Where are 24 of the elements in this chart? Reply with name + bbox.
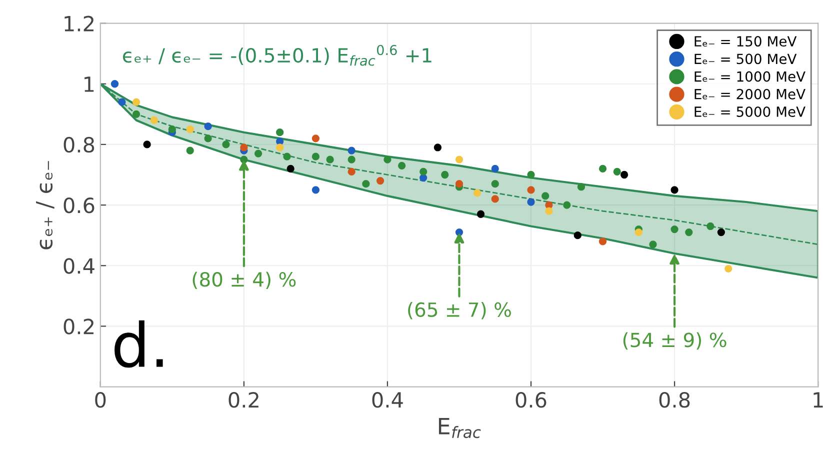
annotation: d. — [114, 320, 163, 368]
x-axis-title: E$_{frac}$ — [438, 418, 481, 438]
annotation: (54 ± 9) % — [623, 332, 726, 350]
y-tick-label: 1 — [84, 76, 94, 92]
x-tick-label: 0.8 — [659, 392, 690, 408]
x-tick-label: 0.4 — [372, 392, 403, 408]
legend-label: Eₑ₋ = 2000 MeV — [694, 88, 806, 100]
legend-label: Eₑ₋ = 1000 MeV — [694, 71, 806, 82]
legend-label: Eₑ₋ = 500 MeV — [694, 54, 797, 64]
legend-label: Eₑ₋ = 150 MeV — [694, 36, 797, 47]
legend-label: Eₑ₋ = 5000 MeV — [694, 106, 806, 117]
y-tick-label: 0.2 — [64, 318, 94, 334]
y-axis-title: ϵₑ₊ / ϵₑ₋ — [36, 161, 54, 250]
annotation: (65 ± 7) % — [408, 302, 511, 320]
y-tick-label: 0.8 — [64, 136, 94, 153]
x-tick-label: 0.6 — [516, 392, 546, 408]
x-tick-label: 1 — [814, 392, 823, 408]
y-tick-label: 1.2 — [64, 16, 94, 32]
annotation: (80 ± 4) % — [192, 272, 296, 290]
y-tick-label: 0.4 — [64, 258, 94, 274]
x-tick-label: 0.2 — [228, 392, 258, 408]
x-tick-label: 0 — [95, 392, 106, 408]
annotation: ϵₑ₊ / ϵₑ₋ = -(0.5±0.1) E$_{frac}$$^{0.6}$ +1 — [123, 44, 432, 66]
y-tick-label: 0.6 — [64, 197, 94, 214]
